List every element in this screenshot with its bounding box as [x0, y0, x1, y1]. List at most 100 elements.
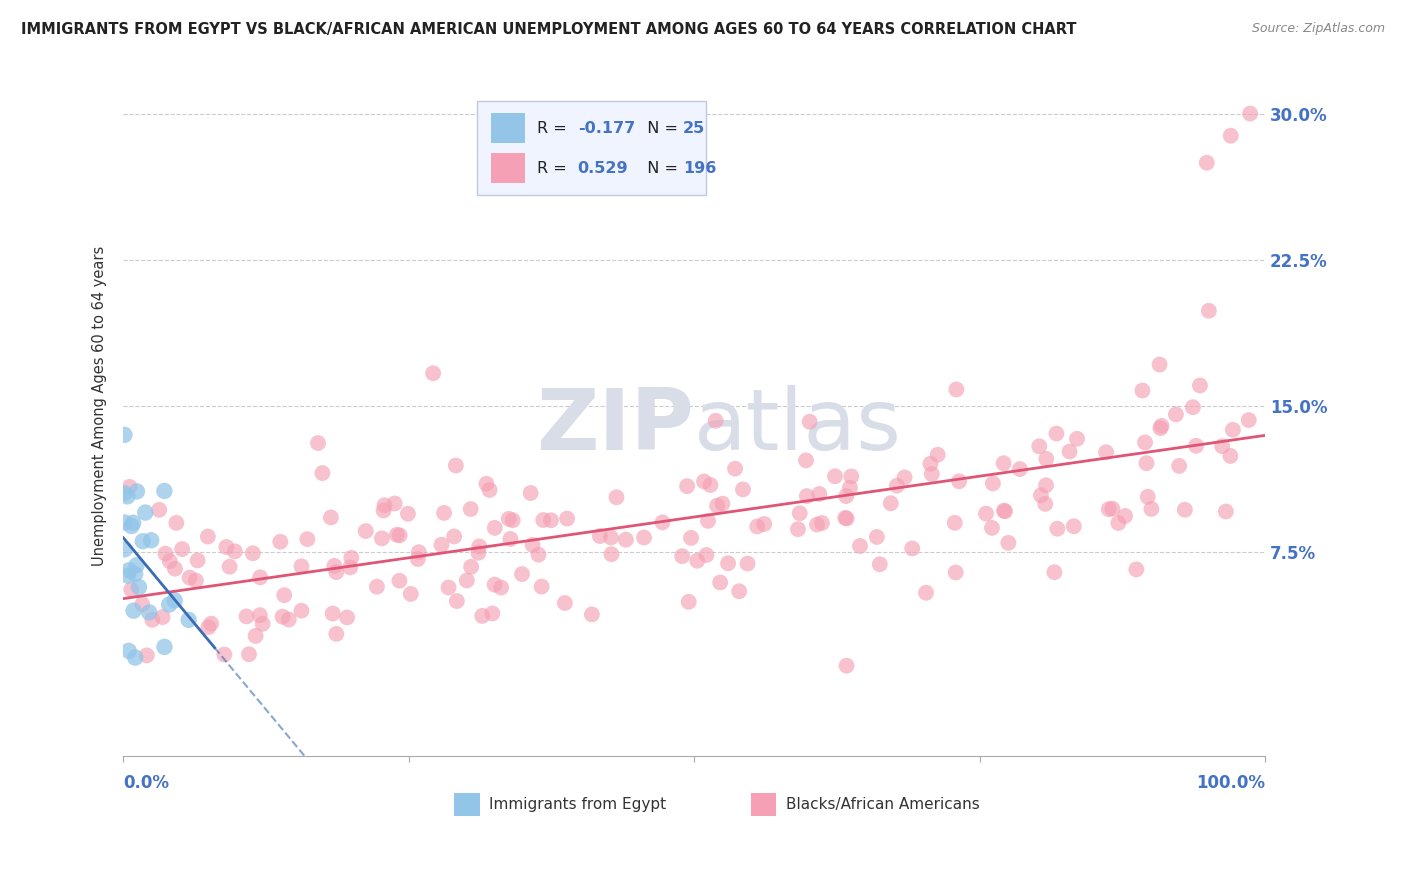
Point: [555, 511, 578, 525]
Point: [1008, 462, 1031, 476]
Point: [131, 597, 153, 611]
Point: [1188, 378, 1211, 392]
Point: [396, 507, 419, 521]
Point: [138, 606, 160, 620]
Point: [242, 546, 264, 560]
Point: [475, 476, 498, 491]
Point: [522, 538, 544, 552]
Text: 0.0%: 0.0%: [124, 773, 169, 792]
Point: [290, 604, 312, 618]
Point: [1135, 456, 1157, 470]
Text: R =: R =: [537, 161, 571, 176]
Point: [179, 571, 201, 585]
Point: [118, 644, 141, 658]
Point: [717, 556, 740, 570]
Point: [1219, 449, 1241, 463]
Text: 25: 25: [683, 120, 704, 136]
Point: [218, 559, 240, 574]
Point: [711, 497, 734, 511]
Point: [796, 489, 818, 503]
Point: [437, 581, 460, 595]
Point: [605, 490, 627, 504]
Point: [651, 516, 673, 530]
Point: [177, 613, 200, 627]
Point: [366, 580, 388, 594]
Point: [122, 604, 145, 618]
Point: [993, 504, 1015, 518]
Point: [1168, 458, 1191, 473]
Point: [839, 469, 862, 483]
Point: [157, 598, 180, 612]
Point: [159, 554, 181, 568]
Point: [1150, 418, 1173, 433]
Point: [325, 627, 347, 641]
Point: [948, 475, 970, 489]
Text: N =: N =: [637, 120, 683, 136]
Point: [866, 530, 889, 544]
Point: [478, 483, 501, 497]
Point: [1043, 565, 1066, 579]
Point: [835, 511, 858, 525]
Point: [799, 415, 821, 429]
Text: Blacks/African Americans: Blacks/African Americans: [786, 797, 980, 812]
Point: [787, 522, 810, 536]
Point: [172, 542, 194, 557]
Point: [388, 574, 411, 588]
Point: [354, 524, 377, 538]
Point: [214, 648, 236, 662]
Point: [273, 588, 295, 602]
Point: [835, 658, 858, 673]
Point: [1195, 155, 1218, 169]
Point: [238, 647, 260, 661]
Point: [165, 516, 187, 530]
Point: [981, 476, 1004, 491]
Point: [510, 567, 533, 582]
Point: [1035, 451, 1057, 466]
Text: Immigrants from Egypt: Immigrants from Egypt: [489, 797, 666, 812]
Point: [1125, 562, 1147, 576]
Point: [125, 558, 148, 573]
Point: [693, 475, 716, 489]
Point: [1114, 508, 1136, 523]
Point: [187, 553, 209, 567]
Point: [1136, 490, 1159, 504]
Point: [1198, 303, 1220, 318]
Point: [794, 453, 817, 467]
Point: [709, 575, 731, 590]
Text: ZIP: ZIP: [537, 385, 695, 468]
Point: [731, 483, 754, 497]
Text: -0.177: -0.177: [578, 120, 636, 136]
Point: [527, 548, 550, 562]
Point: [1149, 358, 1171, 372]
Point: [927, 448, 949, 462]
Point: [1033, 497, 1056, 511]
Point: [163, 562, 186, 576]
Point: [433, 506, 456, 520]
Point: [697, 514, 720, 528]
Point: [686, 554, 709, 568]
Point: [141, 613, 163, 627]
Point: [901, 541, 924, 556]
Text: atlas: atlas: [695, 385, 903, 468]
Point: [128, 580, 150, 594]
Point: [945, 566, 967, 580]
Point: [1063, 519, 1085, 533]
Point: [117, 568, 139, 582]
Point: [1059, 444, 1081, 458]
Point: [981, 521, 1004, 535]
Point: [371, 532, 394, 546]
Point: [1185, 439, 1208, 453]
Point: [1237, 413, 1260, 427]
Point: [789, 506, 811, 520]
Point: [197, 620, 219, 634]
Point: [323, 558, 346, 573]
Bar: [751, 793, 776, 816]
Point: [443, 529, 465, 543]
FancyBboxPatch shape: [491, 113, 526, 143]
Point: [849, 539, 872, 553]
Point: [456, 574, 478, 588]
Point: [633, 531, 655, 545]
Point: [460, 502, 482, 516]
Point: [747, 519, 769, 533]
Point: [153, 640, 176, 654]
